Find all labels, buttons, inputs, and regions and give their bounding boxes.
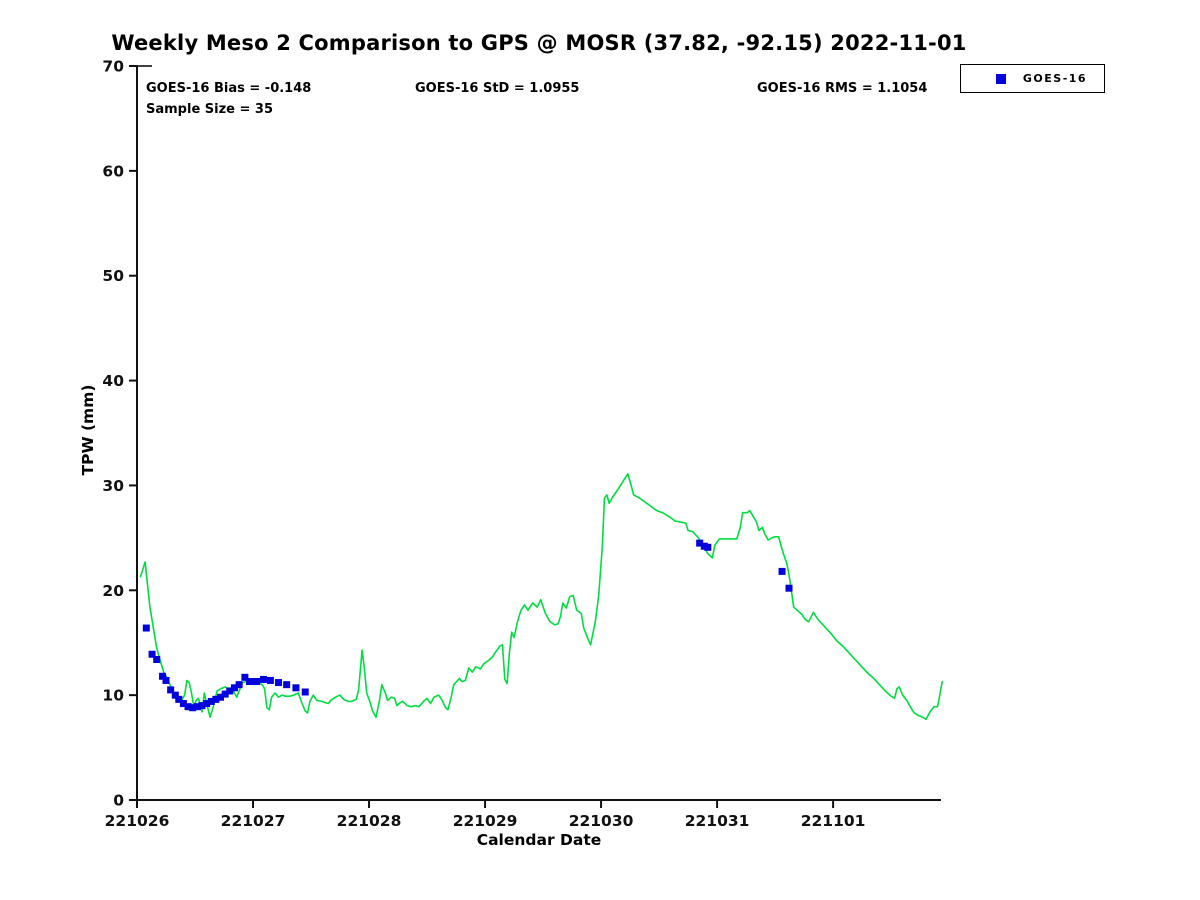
goes16-marker <box>171 691 179 699</box>
y-tick-label: 60 <box>102 162 124 180</box>
goes16-marker <box>283 681 291 689</box>
y-tick-label: 50 <box>102 267 124 285</box>
y-tick-label: 0 <box>113 792 124 810</box>
goes16-marker <box>275 679 283 687</box>
x-tick-label: 221029 <box>453 812 518 830</box>
goes16-legend-marker-icon <box>996 73 1006 84</box>
x-tick-label: 221027 <box>221 812 286 830</box>
y-tick-label: 20 <box>102 582 124 600</box>
y-tick-label: 10 <box>102 687 124 705</box>
goes16-marker <box>246 678 254 686</box>
goes16-marker <box>301 688 309 696</box>
y-axis-label: TPW (mm) <box>79 384 97 476</box>
goes16-marker <box>203 700 211 708</box>
goes16-legend-label: GOES-16 <box>1022 72 1088 85</box>
goes16-marker <box>159 672 167 680</box>
goes16-marker <box>148 650 156 658</box>
goes16-marker <box>221 690 229 698</box>
legend: GOES-16 <box>960 64 1105 93</box>
goes16-marker <box>153 655 161 663</box>
goes16-marker <box>207 697 215 705</box>
goes16-marker <box>259 675 267 683</box>
goes16-marker <box>696 539 704 547</box>
goes16-marker <box>198 702 206 710</box>
goes16-marker <box>241 673 249 681</box>
goes16-marker <box>142 624 150 632</box>
goes16-marker <box>235 681 243 689</box>
y-tick-label: 30 <box>102 477 124 495</box>
goes16-marker <box>226 687 234 695</box>
stat-bias: GOES-16 Bias = -0.148 <box>146 81 312 96</box>
goes16-marker <box>778 567 786 575</box>
goes16-marker <box>217 693 225 701</box>
x-tick-label: 221026 <box>105 812 170 830</box>
y-tick-label: 40 <box>102 372 124 390</box>
goes16-marker <box>704 543 712 551</box>
x-axis-label: Calendar Date <box>476 831 602 849</box>
goes16-marker <box>230 684 238 692</box>
goes16-marker <box>167 686 175 694</box>
goes16-marker <box>162 676 170 684</box>
goes16-marker <box>212 695 220 703</box>
goes16-marker <box>785 584 793 592</box>
y-tick-label: 70 <box>102 58 124 76</box>
stat-std: GOES-16 StD = 1.0955 <box>415 81 580 96</box>
goes16-marker <box>175 695 183 703</box>
x-tick-label: 221031 <box>685 812 750 830</box>
goes16-marker <box>184 703 192 711</box>
x-tick-label: 221101 <box>801 812 866 830</box>
gps-line <box>139 473 944 721</box>
goes16-marker <box>193 703 201 711</box>
goes16-marker <box>179 700 187 708</box>
stat-rms: GOES-16 RMS = 1.1054 <box>757 81 928 96</box>
stat-sample-size: Sample Size = 35 <box>146 102 274 117</box>
x-tick-label: 221030 <box>569 812 634 830</box>
goes16-marker <box>252 678 260 686</box>
chart-title: Weekly Meso 2 Comparison to GPS @ MOSR (… <box>111 31 967 55</box>
x-tick-label: 221028 <box>337 812 402 830</box>
goes16-marker <box>189 704 197 712</box>
goes16-marker <box>266 676 274 684</box>
goes16-marker <box>292 684 300 692</box>
